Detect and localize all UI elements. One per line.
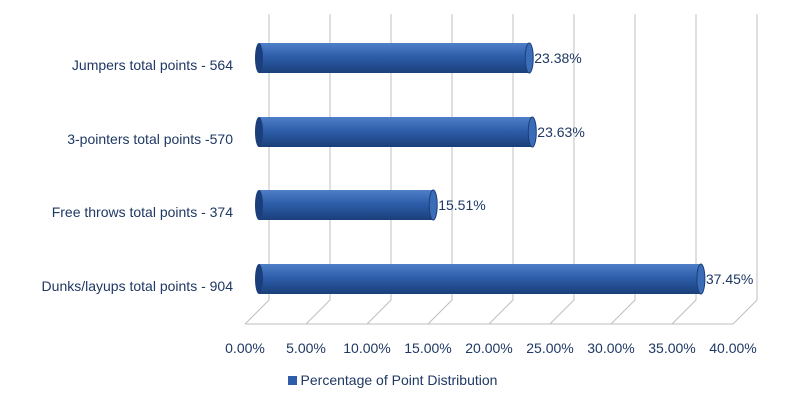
gridline xyxy=(732,14,758,325)
x-tick-labels: 0.00% 5.00% 10.00% 15.00% 20.00% 25.00% 30.00%… xyxy=(225,340,757,356)
x-tick-label: 15.00% xyxy=(404,340,451,356)
x-tick-label: 10.00% xyxy=(343,340,390,356)
value-labels: 23.38% 23.63% 15.51% 37.45% xyxy=(438,50,753,287)
category-label: Jumpers total points - 564 xyxy=(72,57,233,73)
x-tick-label: 25.00% xyxy=(526,340,573,356)
gridline xyxy=(244,14,270,325)
gridline xyxy=(305,14,331,325)
category-labels: Jumpers total points - 564 3-pointers tot… xyxy=(42,57,234,294)
value-label: 15.51% xyxy=(438,197,485,213)
x-tick-label: 40.00% xyxy=(709,340,756,356)
x-tick-label: 35.00% xyxy=(648,340,695,356)
gridline xyxy=(549,14,575,325)
x-tick-label: 5.00% xyxy=(286,340,326,356)
value-label: 37.45% xyxy=(706,271,753,287)
category-label: Free throws total points - 374 xyxy=(52,204,234,220)
gridline xyxy=(488,14,514,325)
gridlines xyxy=(244,14,758,325)
value-label: 23.38% xyxy=(534,50,581,66)
bar xyxy=(255,263,706,295)
value-label: 23.63% xyxy=(537,124,584,140)
category-label: Dunks/layups total points - 904 xyxy=(42,278,234,294)
x-tick-label: 20.00% xyxy=(465,340,512,356)
gridline xyxy=(366,14,392,325)
bars xyxy=(255,42,706,295)
x-tick-label: 0.00% xyxy=(225,340,265,356)
bar xyxy=(255,189,438,221)
legend-swatch xyxy=(287,376,297,385)
bar xyxy=(255,116,537,148)
gridline xyxy=(671,14,697,325)
category-label: 3-pointers total points -570 xyxy=(67,131,233,147)
x-tick-label: 30.00% xyxy=(587,340,634,356)
bar xyxy=(255,42,534,74)
gridline xyxy=(427,14,453,325)
gridline xyxy=(610,14,636,325)
legend: Percentage of Point Distribution xyxy=(0,372,785,388)
legend-label: Percentage of Point Distribution xyxy=(300,372,498,388)
